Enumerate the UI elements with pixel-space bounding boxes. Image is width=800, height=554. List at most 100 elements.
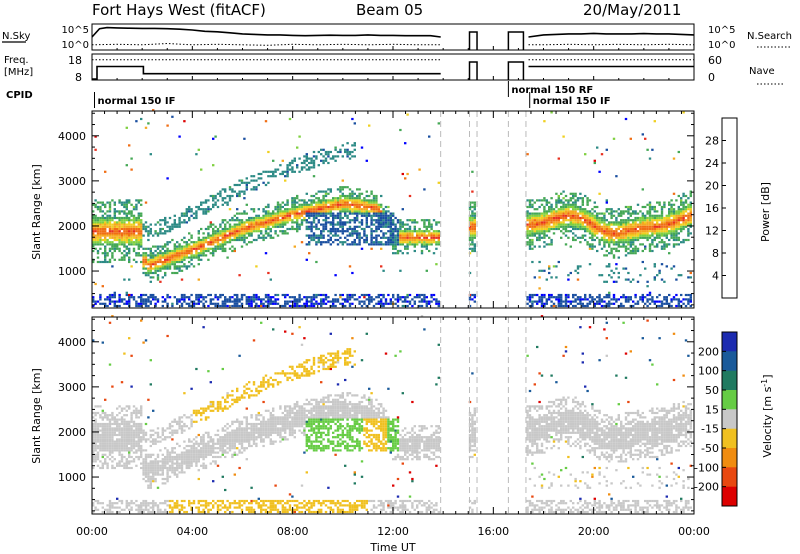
echo-cell	[245, 298, 248, 301]
echo-cell	[96, 256, 100, 259]
echo-cell	[250, 296, 253, 299]
echo-cell	[214, 302, 217, 305]
echo-cell	[207, 243, 210, 246]
echo-cell	[526, 214, 529, 217]
echo-cell	[137, 409, 140, 412]
echo-cell	[245, 212, 248, 215]
echo-cell	[600, 221, 604, 224]
echo-cell	[396, 304, 400, 308]
echo-cell	[125, 232, 128, 235]
echo-cell	[108, 302, 112, 305]
echo-cell	[622, 241, 625, 244]
echo-cell	[384, 225, 388, 228]
echo-cell	[106, 252, 109, 255]
echo-cell	[101, 302, 104, 305]
echo-cell	[612, 302, 616, 305]
echo-cell	[545, 219, 548, 222]
echo-cell	[584, 304, 587, 308]
echo-cell	[682, 212, 685, 215]
echo-cell	[128, 241, 131, 244]
echo-cell	[401, 221, 404, 224]
echo-cell	[188, 208, 191, 211]
echo-cell	[564, 194, 568, 198]
echo-cell	[207, 205, 210, 209]
echo-cell	[94, 447, 97, 450]
echo-cell	[372, 205, 376, 209]
echo-cell	[125, 223, 128, 226]
echo-cell	[178, 245, 181, 248]
echo-cell	[605, 227, 608, 231]
echo-cell	[380, 219, 383, 222]
echo-cell	[303, 155, 306, 158]
echo-cell	[658, 241, 661, 244]
echo-cell	[132, 241, 136, 244]
echo-cell	[406, 223, 409, 226]
echo-cell	[540, 236, 544, 239]
echo-cell	[274, 232, 277, 235]
echo-cell	[624, 232, 628, 235]
echo-cell	[159, 256, 162, 259]
echo-cell	[214, 230, 217, 233]
echo-cell	[334, 304, 337, 308]
echo-cell	[574, 212, 577, 215]
echo-cell	[598, 300, 601, 303]
echo-cell	[104, 249, 107, 253]
echo-cell	[303, 201, 306, 204]
echo-cell	[120, 238, 124, 242]
echo-cell	[272, 300, 275, 303]
echo-cell	[123, 245, 126, 248]
echo-cell	[339, 203, 342, 206]
echo-cell	[166, 256, 169, 259]
echo-cell	[284, 210, 287, 213]
echo-cell	[591, 247, 594, 250]
echo-cell	[149, 263, 152, 266]
echo-cell	[132, 444, 136, 448]
echo-cell	[684, 225, 688, 228]
echo-cell	[533, 223, 536, 226]
echo-cell	[305, 203, 308, 206]
echo-cell	[384, 214, 388, 217]
power-y-label: Slant Range [km]	[30, 164, 43, 260]
echo-cell	[629, 245, 632, 248]
echo-cell	[293, 212, 296, 215]
echo-cell	[644, 296, 647, 299]
echo-cell	[159, 254, 162, 257]
echo-cell	[96, 508, 100, 511]
echo-cell	[653, 208, 656, 211]
echo-cell	[305, 258, 308, 261]
echo-cell	[677, 304, 680, 308]
echo-cell	[334, 293, 337, 297]
echo-cell	[596, 221, 599, 224]
echo-cell	[190, 236, 193, 239]
echo-cell	[130, 296, 133, 299]
echo-cell	[425, 230, 428, 233]
echo-cell	[646, 300, 649, 303]
echo-cell	[653, 205, 656, 209]
echo-cell	[423, 232, 426, 235]
echo-cell	[356, 194, 359, 198]
echo-cell	[540, 214, 544, 217]
echo-cell	[99, 442, 102, 445]
echo-cell	[324, 205, 328, 209]
echo-cell	[120, 427, 124, 430]
echo-cell	[183, 300, 186, 303]
echo-cell	[560, 293, 563, 297]
echo-cell	[92, 203, 95, 206]
echo-cell	[348, 197, 352, 200]
echo-cell	[219, 194, 222, 198]
echo-cell	[675, 214, 678, 217]
echo-cell	[142, 258, 145, 261]
echo-cell	[382, 212, 385, 215]
echo-cell	[116, 438, 119, 441]
echo-cell	[212, 241, 215, 244]
echo-cell	[668, 203, 671, 206]
echo-cell	[320, 148, 323, 151]
power-colorbar-label: 8	[712, 247, 719, 260]
echo-cell	[118, 293, 121, 297]
echo-cell	[96, 405, 100, 408]
echo-cell	[291, 170, 294, 173]
echo-cell	[140, 232, 143, 235]
echo-cell	[240, 236, 244, 239]
echo-cell	[106, 429, 109, 432]
echo-cell	[370, 241, 373, 244]
